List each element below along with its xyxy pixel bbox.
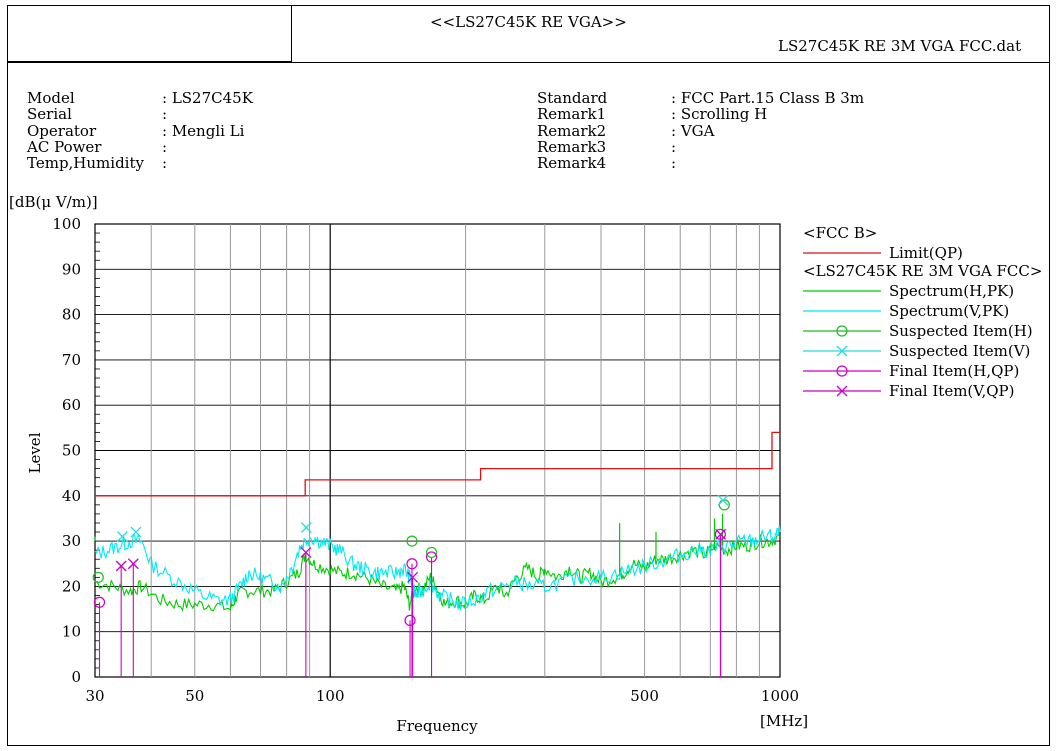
- y-tick-label: 90: [62, 260, 81, 278]
- meta-value: : Scrolling H: [671, 105, 768, 124]
- final-v-marker: [300, 546, 312, 558]
- logo-box: [7, 5, 292, 62]
- meta-label: Serial: [27, 105, 72, 124]
- meta-row: Temp,Humidity:: [27, 155, 253, 171]
- legend-final-h-symbol: [836, 365, 848, 377]
- legend-suspect-h-symbol: [836, 325, 848, 337]
- x-tick-label: 50: [185, 687, 204, 705]
- meta-value: : LS27C45K: [162, 89, 253, 107]
- final-h-marker: [425, 551, 438, 563]
- meta-row: Model : LS27C45K: [27, 90, 253, 106]
- y-tick-label: 0: [71, 668, 81, 686]
- meta-row: Standard : FCC Part.15 Class B 3m: [537, 90, 864, 106]
- final-h-marker: [93, 596, 106, 608]
- legend-final-v-label: Final Item(V,QP): [889, 382, 1015, 400]
- suspected-v-marker: [300, 522, 312, 533]
- suspected-h-marker: [425, 546, 438, 559]
- final-h-marker: [404, 614, 416, 626]
- y-unit-label: [dB(μ V/m)]: [9, 193, 98, 211]
- meta-row: Serial:: [27, 106, 253, 122]
- x-axis-title: Frequency: [396, 717, 478, 735]
- legend-suspect-v-label: Suspected Item(V): [889, 342, 1030, 360]
- final-v-marker: [715, 528, 727, 540]
- legend-limit-label: Limit(QP): [889, 244, 963, 262]
- meta-label: Temp,Humidity: [27, 154, 144, 173]
- suspected-h-marker: [406, 535, 418, 547]
- meta-label: Remark3: [537, 137, 607, 156]
- spectrum-v-trace: [94, 525, 781, 611]
- meta-value: :: [162, 137, 168, 156]
- meta-label: Standard: [537, 89, 608, 107]
- meta-label: Remark4: [537, 154, 607, 173]
- meta-row: Remark2 : VGA: [537, 123, 864, 139]
- y-tick-label: 20: [62, 577, 81, 595]
- y-tick-label: 10: [62, 623, 81, 641]
- report-title: <<LS27C45K RE VGA>>: [430, 13, 627, 31]
- y-tick-label: 50: [62, 442, 81, 460]
- suspected-v-marker: [717, 494, 729, 506]
- legend-final-h-label: Final Item(H,QP): [889, 362, 1019, 380]
- meta-label: Remark2: [537, 121, 607, 140]
- legend-group-dataset: <LS27C45K RE 3M VGA FCC>: [803, 262, 1042, 280]
- meta-row: Operator : Mengli Li: [27, 123, 253, 139]
- legend-final-v-symbol: [836, 385, 848, 397]
- meta-row: AC Power:: [27, 139, 253, 155]
- meta-value: :: [162, 154, 168, 173]
- final-v-marker: [127, 558, 139, 570]
- meta-right: Standard : FCC Part.15 Class B 3m Remark1…: [537, 90, 864, 171]
- spectrum-h-trace: [94, 533, 781, 612]
- x-tick-label: 1000: [761, 687, 799, 705]
- data-filename: LS27C45K RE 3M VGA FCC.dat: [778, 37, 1022, 55]
- y-tick-label: 30: [62, 532, 81, 550]
- y-tick-label: 60: [62, 396, 81, 414]
- x-tick-label: 500: [630, 687, 659, 705]
- meta-label: Operator: [27, 121, 97, 140]
- meta-label: AC Power: [27, 137, 102, 156]
- final-h-marker: [406, 558, 418, 570]
- meta-label: Model: [27, 89, 75, 107]
- y-tick-label: 70: [62, 351, 81, 369]
- legend-suspect-h-label: Suspected Item(H): [889, 322, 1033, 340]
- legend-group-standard: <FCC B>: [803, 224, 877, 242]
- x-tick-label: 100: [316, 687, 345, 705]
- meta-value: :: [671, 154, 677, 173]
- x-unit-label: [MHz]: [760, 712, 808, 730]
- suspected-v-marker: [116, 531, 128, 543]
- final-v-marker: [407, 571, 419, 583]
- final-v-marker: [115, 560, 127, 572]
- meta-value: :: [162, 105, 168, 124]
- x-tick-label: 30: [85, 687, 104, 705]
- suspected-v-marker: [130, 526, 142, 538]
- meta-label: Remark1: [537, 105, 607, 124]
- legend-suspect-v-symbol: [836, 345, 848, 357]
- limit-line: [95, 431, 780, 497]
- legend-spectrum-h-label: Spectrum(H,PK): [889, 282, 1014, 300]
- final-h-marker: [714, 528, 726, 540]
- meta-value: :: [671, 137, 677, 156]
- legend-spectrum-v-label: Spectrum(V,PK): [889, 302, 1009, 320]
- y-tick-label: 80: [62, 306, 81, 324]
- header-divider: [7, 62, 1050, 63]
- report-frame: [7, 5, 1050, 746]
- y-tick-label: 40: [62, 487, 81, 505]
- meta-value: : Mengli Li: [162, 121, 245, 140]
- y-axis-title: Level: [26, 432, 44, 473]
- meta-row: Remark4:: [537, 155, 864, 171]
- meta-value: : VGA: [671, 121, 715, 140]
- y-tick-label: 100: [52, 215, 81, 233]
- meta-row: Remark1 : Scrolling H: [537, 106, 864, 122]
- meta-left: Model : LS27C45K Serial: Operator : Mengli…: [27, 90, 253, 171]
- meta-value: : FCC Part.15 Class B 3m: [671, 89, 865, 107]
- meta-row: Remark3:: [537, 139, 864, 155]
- suspected-h-marker: [92, 571, 104, 583]
